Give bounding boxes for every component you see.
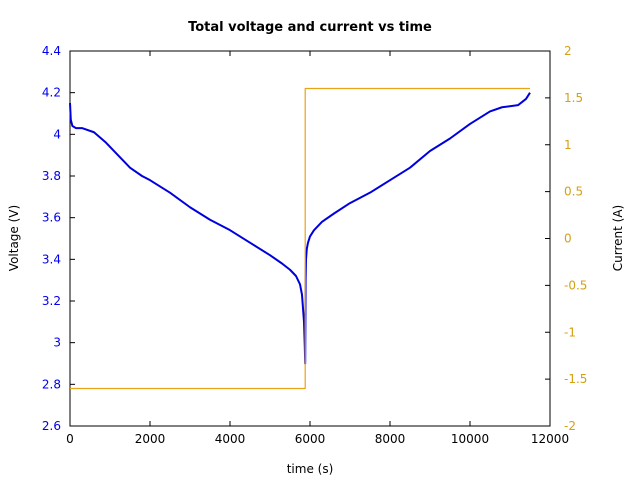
x-tick-label: 10000: [451, 432, 489, 446]
y-right-tick-label: 1: [564, 138, 572, 152]
series-layer: [69, 87, 531, 390]
series-current-line: [70, 87, 530, 390]
y-left-tick-label: 4.4: [42, 44, 61, 58]
y-left-tick-label: 4.2: [42, 86, 61, 100]
y-right-tick-label: -1: [564, 325, 576, 339]
y-axis-right: -2 -1.5 -1 -0.5 0 0.5 1 1.5 2: [545, 44, 587, 433]
x-tick-label: 6000: [295, 432, 326, 446]
x-tick-label: 4000: [215, 432, 246, 446]
y-left-tick-label: 2.6: [42, 419, 61, 433]
y-right-tick-label: -2: [564, 419, 576, 433]
y-right-tick-label: -1.5: [564, 372, 587, 386]
x-tick-label: 2000: [135, 432, 166, 446]
y-axis-left: 2.6 2.8 3 3.2 3.4 3.6 3.8 4 4.2 4.4: [42, 44, 75, 433]
x-axis-label: time (s): [287, 462, 334, 476]
y-axis-right-label: Current (A): [611, 205, 625, 271]
y-left-tick-label: 3.8: [42, 169, 61, 183]
y-right-tick-label: 1.5: [564, 91, 583, 105]
y-axis-left-label: Voltage (V): [7, 205, 21, 271]
y-right-tick-label: 2: [564, 44, 572, 58]
x-tick-label: 0: [66, 432, 74, 446]
y-right-tick-label: -0.5: [564, 278, 587, 292]
y-left-tick-label: 4: [53, 127, 61, 141]
y-left-tick-label: 3.6: [42, 211, 61, 225]
x-axis: 0 2000 4000 6000 8000 10000 12000: [66, 51, 569, 446]
y-left-tick-label: 3: [53, 336, 61, 350]
x-tick-label: 12000: [531, 432, 569, 446]
series-voltage-line: [69, 92, 531, 365]
y-right-tick-label: 0.5: [564, 185, 583, 199]
y-left-tick-label: 3.4: [42, 252, 61, 266]
x-tick-label: 8000: [375, 432, 406, 446]
y-right-tick-label: 0: [564, 232, 572, 246]
chart-title: Total voltage and current vs time: [188, 20, 432, 35]
y-left-tick-label: 3.2: [42, 294, 61, 308]
y-left-tick-label: 2.8: [42, 377, 61, 391]
